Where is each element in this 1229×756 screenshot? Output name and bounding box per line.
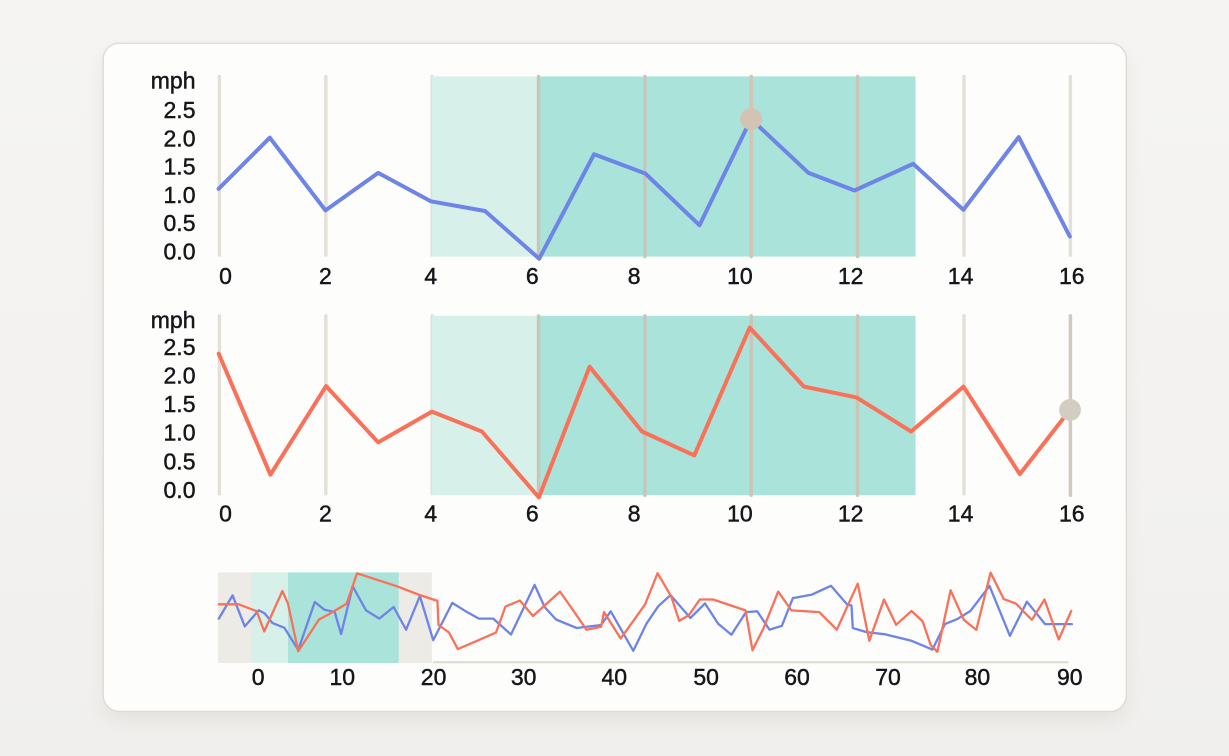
svg-text:10: 10 [727,263,753,289]
svg-text:80: 80 [965,664,991,690]
svg-text:16: 16 [1059,263,1085,289]
svg-text:10: 10 [330,664,356,690]
svg-text:6: 6 [526,500,539,526]
svg-text:0.5: 0.5 [164,210,196,236]
svg-text:30: 30 [511,664,537,690]
svg-text:1.0: 1.0 [164,182,196,208]
svg-text:6: 6 [526,263,539,289]
svg-text:70: 70 [875,664,901,690]
svg-text:1.5: 1.5 [164,391,196,417]
svg-text:0.0: 0.0 [164,477,196,503]
svg-text:10: 10 [727,500,753,526]
svg-text:4: 4 [424,500,437,526]
svg-text:mph: mph [151,68,196,94]
svg-text:0: 0 [219,500,232,526]
svg-text:4: 4 [424,263,437,289]
svg-text:12: 12 [838,500,864,526]
svg-text:1.5: 1.5 [164,154,196,180]
svg-text:14: 14 [948,263,974,289]
svg-text:1.0: 1.0 [164,420,196,446]
svg-text:0.5: 0.5 [164,448,196,474]
svg-text:14: 14 [948,500,974,526]
svg-text:2: 2 [319,500,332,526]
svg-text:12: 12 [838,263,864,289]
svg-text:60: 60 [784,664,810,690]
svg-text:2.0: 2.0 [164,363,196,389]
svg-text:2.0: 2.0 [164,125,196,151]
svg-text:50: 50 [693,664,719,690]
svg-text:20: 20 [421,664,447,690]
svg-text:0: 0 [252,664,265,690]
svg-text:mph: mph [151,307,196,333]
svg-text:2.5: 2.5 [164,97,196,123]
svg-text:8: 8 [628,500,641,526]
svg-text:40: 40 [602,664,628,690]
svg-text:16: 16 [1059,500,1085,526]
svg-text:2: 2 [319,263,332,289]
svg-text:8: 8 [628,263,641,289]
svg-text:0.0: 0.0 [164,239,196,265]
svg-text:2.5: 2.5 [164,334,196,360]
svg-text:90: 90 [1057,664,1083,690]
svg-text:0: 0 [219,263,232,289]
